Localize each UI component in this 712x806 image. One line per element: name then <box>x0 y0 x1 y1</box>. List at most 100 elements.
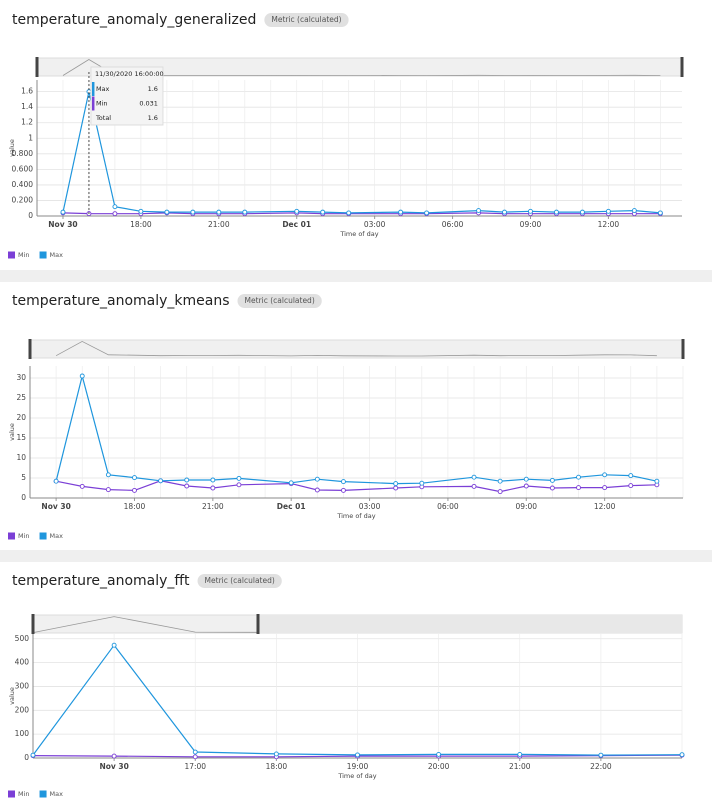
tooltip <box>90 66 164 126</box>
y-tick-label: 0 <box>24 753 29 762</box>
y-axis-title: value <box>8 423 16 441</box>
metric-tag-label: Metric (calculated) <box>245 296 315 305</box>
legend-label: Min <box>18 790 30 798</box>
legend-swatch[interactable] <box>8 790 15 798</box>
y-tick-label: 0.400 <box>12 180 34 189</box>
data-point <box>497 478 503 484</box>
data-point <box>111 642 117 648</box>
data-point <box>576 474 581 480</box>
x-tick-label: 18:00 <box>124 502 146 511</box>
data-point <box>598 752 604 758</box>
x-tick-label: 18:00 <box>130 220 152 229</box>
panel-background <box>0 562 712 806</box>
panel-background <box>0 282 712 550</box>
data-point <box>497 489 503 495</box>
slider-handle[interactable] <box>28 339 32 359</box>
y-tick-label: 0 <box>21 493 26 502</box>
tooltip-swatch <box>91 82 95 96</box>
y-tick-label: 1.2 <box>21 118 33 127</box>
x-tick-label: 03:00 <box>359 502 381 511</box>
data-point <box>79 483 85 489</box>
data-point <box>424 210 430 216</box>
y-tick-label: 20 <box>16 413 26 422</box>
data-point <box>549 477 555 483</box>
legend-swatch[interactable] <box>39 790 47 798</box>
x-tick-label: 06:00 <box>437 502 459 511</box>
x-tick-label: Nov 30 <box>41 502 70 511</box>
x-axis-title: Time of day <box>336 512 375 520</box>
x-tick-label: 17:00 <box>184 762 206 771</box>
slider-handle[interactable] <box>31 614 35 634</box>
slider-overview <box>55 340 657 357</box>
data-point <box>517 751 523 757</box>
legend-label: Max <box>50 790 64 798</box>
x-tick-label: 12:00 <box>594 502 616 511</box>
x-tick-label: 03:00 <box>364 220 386 229</box>
data-point <box>184 477 190 483</box>
chart-panel: temperature_anomaly_fft Metric (calculate… <box>0 562 712 806</box>
y-tick-label: 0 <box>28 211 33 220</box>
metric-tag <box>264 13 349 27</box>
data-point <box>346 210 352 216</box>
legend-swatch[interactable] <box>8 532 15 540</box>
data-point <box>398 209 404 215</box>
chart-title: temperature_anomaly_kmeans <box>12 293 230 309</box>
y-tick-label: 0.200 <box>12 195 34 204</box>
chart-panel: temperature_anomaly_kmeans Metric (calcul… <box>0 282 712 550</box>
data-point <box>628 473 634 479</box>
x-tick-label: 21:00 <box>208 220 230 229</box>
y-tick-label: 500 <box>15 634 30 643</box>
data-point <box>628 483 634 489</box>
data-point <box>132 475 137 481</box>
legend-swatch[interactable] <box>39 251 47 259</box>
data-point <box>419 480 425 486</box>
data-point <box>164 209 170 215</box>
data-point <box>605 208 611 214</box>
data-point <box>355 752 360 758</box>
y-tick-label: 15 <box>16 433 26 442</box>
slider-handle[interactable] <box>680 57 684 77</box>
y-tick-label: 1.4 <box>21 102 33 111</box>
data-point <box>30 752 36 758</box>
y-tick-label: 100 <box>15 729 30 738</box>
y-tick-label: 200 <box>15 705 30 714</box>
data-point <box>192 754 198 760</box>
slider-handle[interactable] <box>256 614 260 634</box>
data-point <box>314 487 320 493</box>
x-tick-label: 19:00 <box>347 762 369 771</box>
data-point <box>112 211 118 217</box>
x-tick-label: Dec 01 <box>282 220 311 229</box>
data-point <box>471 474 477 480</box>
slider-handle[interactable] <box>681 339 685 359</box>
tooltip-value: 1.6 <box>148 85 158 93</box>
data-point <box>679 752 685 758</box>
x-tick-label: 12:00 <box>598 220 620 229</box>
data-point <box>138 208 144 214</box>
x-tick-label: 09:00 <box>520 220 542 229</box>
data-point <box>236 475 242 481</box>
chart-title: temperature_anomaly_fft <box>12 573 190 589</box>
data-point <box>576 485 581 491</box>
slider-handle[interactable] <box>35 57 39 77</box>
tooltip-title: 11/30/2020 16:00:00 <box>95 70 164 78</box>
legend-swatch[interactable] <box>8 251 15 259</box>
metric-tag <box>237 294 322 308</box>
data-point <box>471 483 477 489</box>
y-axis-title: value <box>8 139 16 157</box>
data-point <box>602 485 608 491</box>
tooltip-label: Min <box>96 100 108 108</box>
data-point <box>654 478 660 484</box>
data-point <box>320 209 326 215</box>
data-point <box>579 209 585 215</box>
data-point <box>476 208 481 214</box>
data-point <box>111 753 117 759</box>
legend-label: Min <box>18 251 30 259</box>
x-tick-label: 22:00 <box>590 762 612 771</box>
x-tick-label: 21:00 <box>509 762 531 771</box>
x-axis-title: Time of day <box>337 772 376 780</box>
data-point <box>112 204 118 210</box>
chart-title: temperature_anomaly_generalized <box>12 12 256 28</box>
x-tick-label: 09:00 <box>515 502 537 511</box>
legend-swatch[interactable] <box>39 532 47 540</box>
